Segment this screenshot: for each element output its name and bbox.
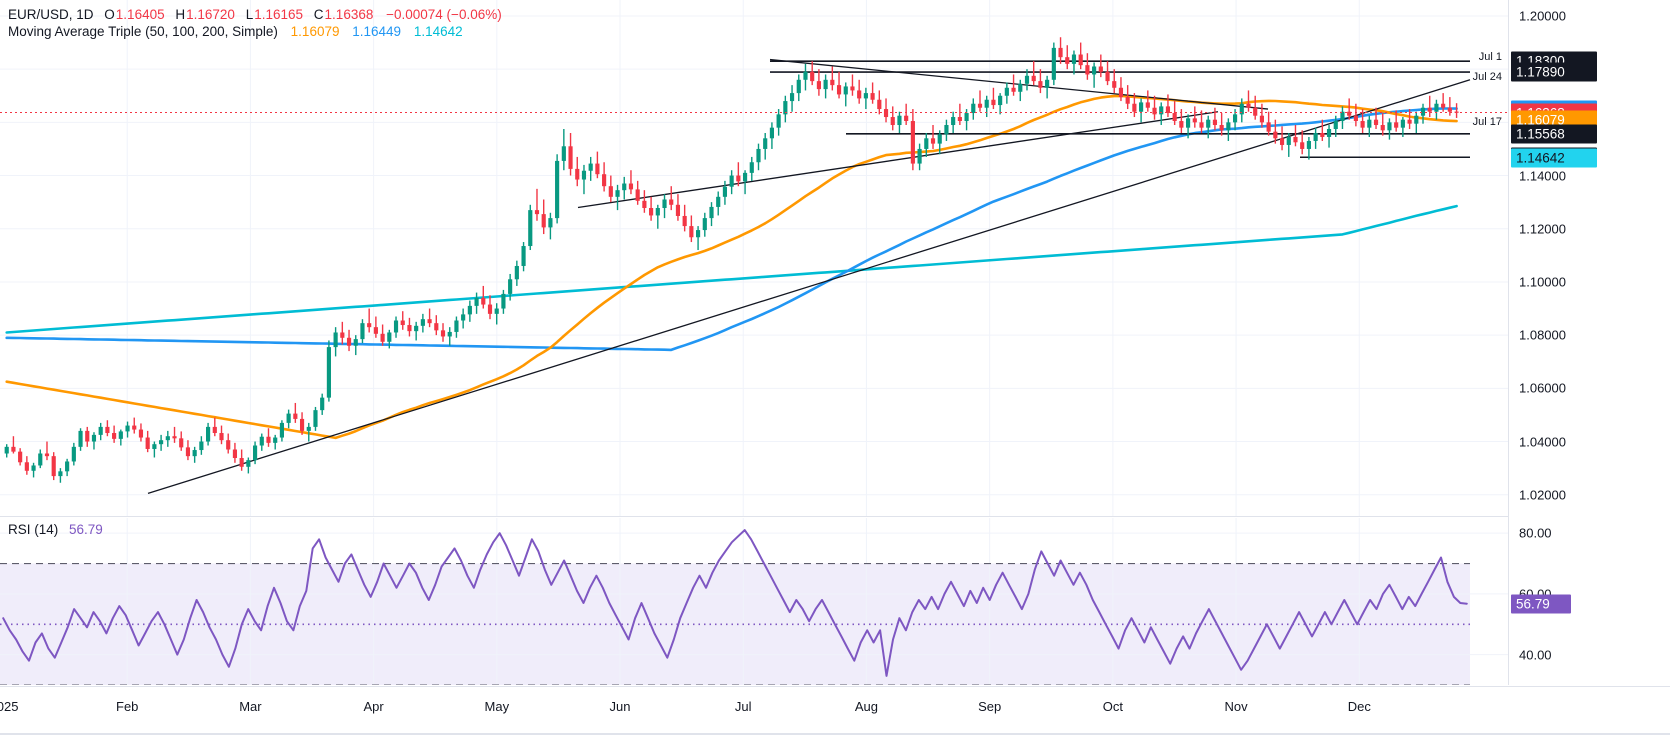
price-axis-tick: 1.08000 [1519, 327, 1566, 343]
time-axis-tick: Feb [116, 699, 139, 714]
price-axis-tick: 1.02000 [1519, 487, 1566, 503]
price-axis-tick: 1.14000 [1519, 168, 1566, 184]
price-axis-tick: 1.20000 [1519, 8, 1566, 24]
rsi-pane[interactable] [0, 518, 1508, 685]
rsi-chart-svg [0, 518, 1508, 685]
rsi-current-value: 56.79 [69, 522, 103, 537]
time-axis-tick: Nov [1224, 699, 1248, 714]
time-axis-tick: Jun [609, 699, 631, 714]
price-tag-level[interactable]: 1.15568 [1511, 124, 1597, 144]
rsi-axis-tick: 40.00 [1519, 647, 1552, 663]
price-axis[interactable]: 1.200001.180001.160001.140001.120001.100… [1508, 0, 1670, 685]
rsi-legend: RSI (14) 56.79 [8, 522, 103, 537]
price-axis-tick: 1.12000 [1519, 221, 1566, 237]
price-tag-ma200[interactable]: 1.14642 [1511, 148, 1597, 168]
time-axis-tick: Jul [734, 699, 752, 714]
time-axis-tick: Sep [978, 699, 1002, 714]
time-axis-tick: Apr [363, 699, 384, 714]
date-annotation: Jul 1 [1478, 51, 1502, 64]
time-axis-tick: Dec [1347, 699, 1371, 714]
price-axis-tick: 1.10000 [1519, 274, 1566, 290]
price-tag-level[interactable]: 1.17890 [1511, 62, 1597, 82]
date-annotation: Jul 24 [1472, 70, 1502, 83]
rsi-axis-tick: 80.00 [1519, 525, 1552, 541]
time-axis-tick: May [484, 699, 510, 714]
time-axis-tick: 2025 [0, 699, 19, 714]
date-annotation: Jul 17 [1472, 116, 1502, 129]
price-axis-tick: 1.06000 [1519, 380, 1566, 396]
time-axis-tick: Aug [854, 699, 879, 714]
bottom-edge-divider [0, 733, 1670, 735]
rsi-indicator-label[interactable]: RSI (14) [8, 522, 59, 537]
time-axis-tick: Mar [239, 699, 262, 714]
price-pane[interactable] [0, 0, 1508, 516]
time-axis[interactable]: 2025 Feb Mar Apr May Jun Jul Aug Sep Oct Nov Dec [0, 686, 1670, 735]
rsi-value-tag[interactable]: 56.79 [1511, 594, 1571, 614]
pane-separator [0, 516, 1670, 517]
price-axis-tick: 1.04000 [1519, 434, 1566, 450]
time-axis-tick: Oct [1102, 699, 1123, 714]
price-chart-svg [0, 0, 1508, 516]
